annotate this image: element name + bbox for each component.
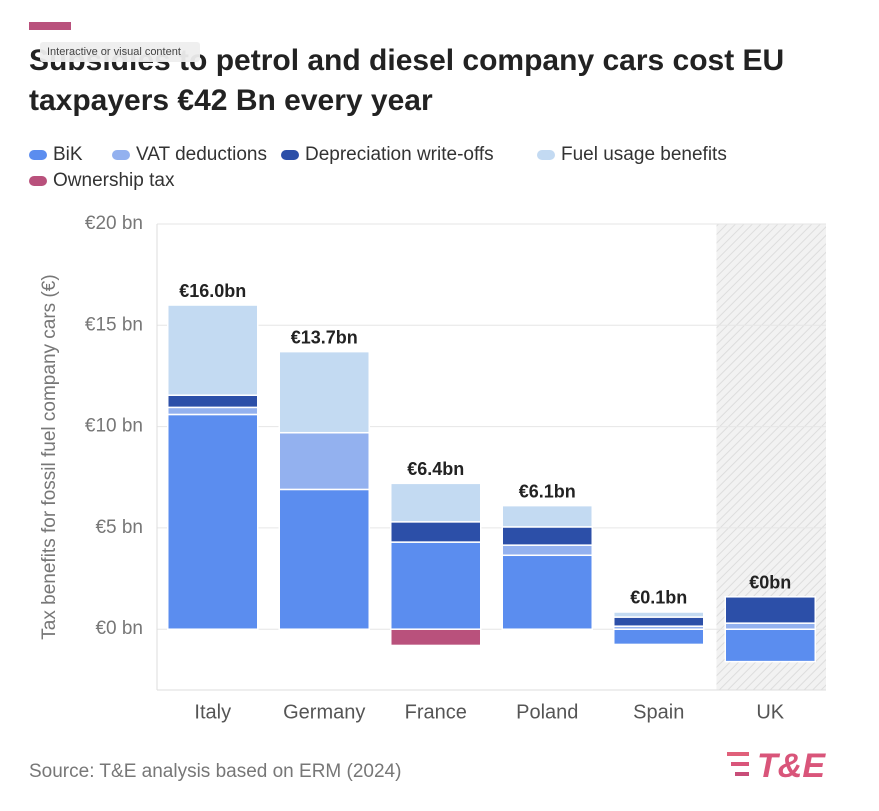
- bar-segment: [167, 413, 259, 630]
- bar-segment: [278, 488, 370, 630]
- bar-segment: [724, 596, 816, 624]
- y-tick-label: €0 bn: [95, 618, 143, 639]
- bar-segment: [390, 521, 482, 543]
- y-tick-label: €5 bn: [95, 517, 143, 538]
- total-label: €6.4bn: [407, 459, 464, 479]
- bar-segment: [501, 544, 593, 557]
- total-label: €0bn: [749, 573, 791, 593]
- bar-segment: [390, 628, 482, 647]
- legend-label: Fuel usage benefits: [561, 144, 727, 165]
- x-tick-label: Germany: [283, 701, 365, 723]
- bar-segment: [613, 628, 705, 646]
- source: Source: T&E analysis based on ERM (2024): [29, 761, 401, 782]
- total-label: €13.7bn: [291, 327, 358, 347]
- bar-segment: [278, 350, 370, 434]
- bar-segment: [501, 554, 593, 630]
- y-axis-label: Tax benefits for fossil fuel company car…: [39, 274, 60, 639]
- legend-swatch: [29, 176, 47, 186]
- y-tick-label: €15 bn: [85, 314, 143, 335]
- x-tick-label: Spain: [633, 701, 684, 723]
- bar-segment: [724, 622, 816, 630]
- bar-segment: [390, 541, 482, 630]
- legend-label: VAT deductions: [136, 144, 267, 165]
- legend-swatch: [112, 150, 130, 160]
- legend-swatch: [537, 150, 555, 160]
- total-label: €6.1bn: [519, 481, 576, 501]
- tooltip: Interactive or visual content: [47, 46, 181, 58]
- x-tick-label: UK: [756, 701, 784, 723]
- bar-segment: [278, 431, 370, 491]
- chart-title: taxpayers €42 Bn every year: [29, 84, 433, 117]
- bar-segment: [501, 504, 593, 528]
- accent-bar: [29, 22, 71, 30]
- logo: T&E: [757, 747, 826, 785]
- tooltip-box: [40, 42, 200, 62]
- legend-label: Depreciation write-offs: [305, 144, 494, 165]
- bar-segment: [390, 482, 482, 523]
- y-tick-label: €20 bn: [85, 213, 143, 234]
- legend-label: BiK: [53, 144, 83, 165]
- legend-swatch: [281, 150, 299, 160]
- bar-segment: [613, 616, 705, 627]
- bar-segment: [501, 526, 593, 546]
- y-tick-label: €10 bn: [85, 416, 143, 437]
- bar-segment: [167, 394, 259, 409]
- x-tick-label: France: [405, 701, 467, 723]
- plot-area: [156, 223, 826, 691]
- x-tick-label: Poland: [516, 701, 578, 723]
- x-tick-label: Italy: [194, 701, 231, 723]
- bar-segment: [613, 611, 705, 618]
- legend-swatch: [29, 150, 47, 160]
- logo-mark: [727, 752, 749, 776]
- bar-segment: [167, 304, 259, 396]
- legend-label: Ownership tax: [53, 170, 175, 191]
- bar-segment: [167, 406, 259, 416]
- total-label: €16.0bn: [179, 281, 246, 301]
- total-label: €0.1bn: [630, 588, 687, 608]
- bar-segment: [724, 628, 816, 663]
